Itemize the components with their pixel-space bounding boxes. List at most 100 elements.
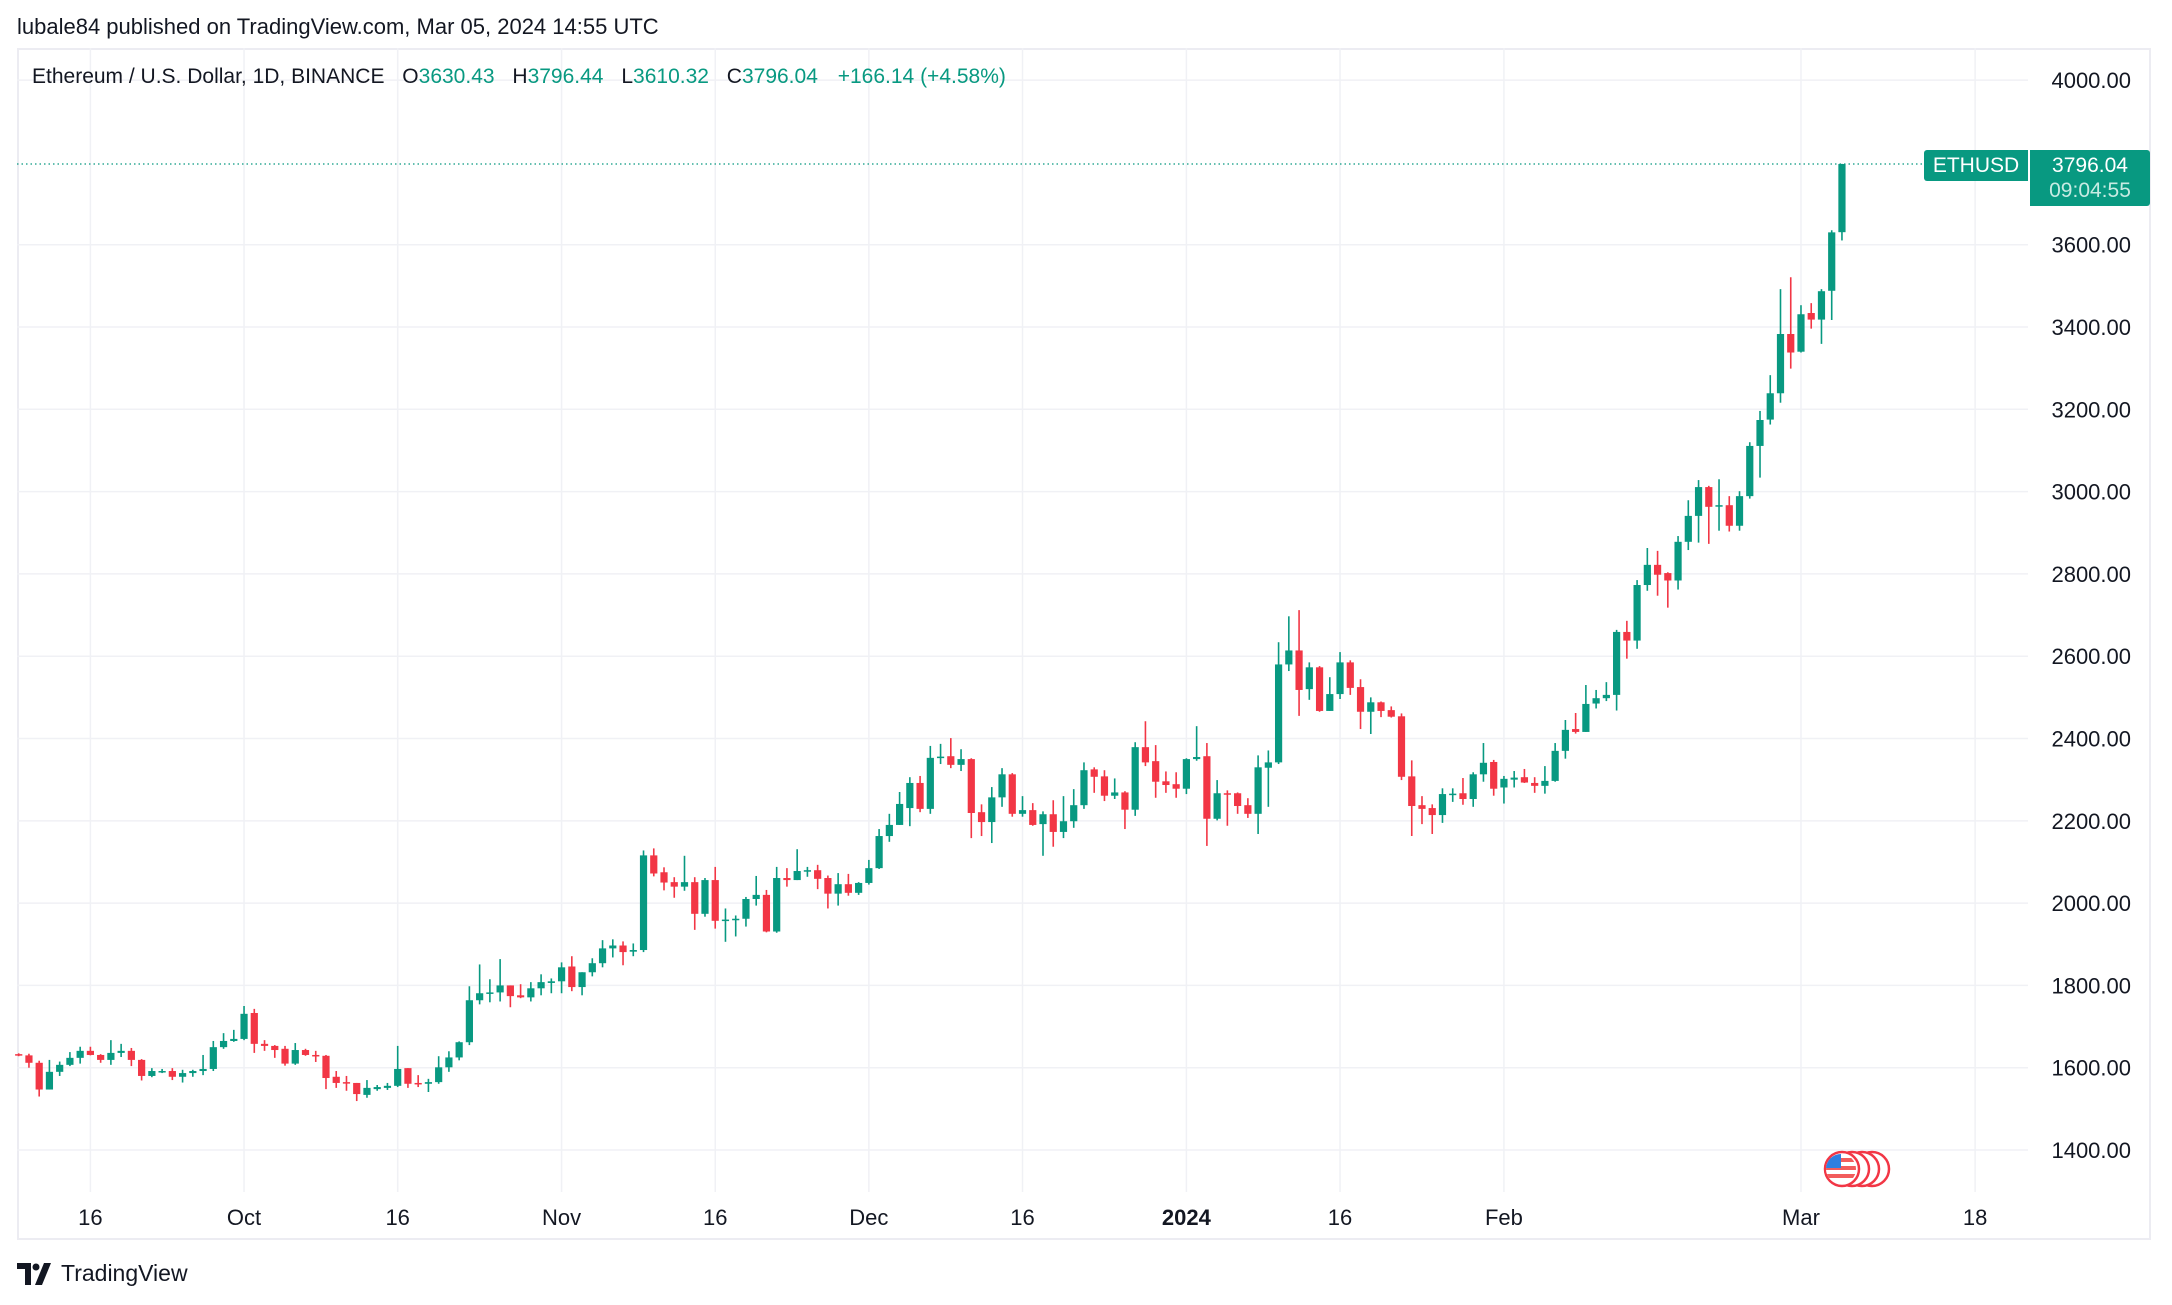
candle xyxy=(537,974,545,996)
candle xyxy=(711,866,719,929)
candle-body xyxy=(1459,793,1467,800)
us-flag-economic-events-icon[interactable] xyxy=(1822,1148,1894,1190)
candle xyxy=(1008,773,1016,817)
candle xyxy=(1633,580,1641,649)
candle xyxy=(1305,662,1313,700)
candle xyxy=(1756,410,1764,478)
candles xyxy=(15,163,1846,1102)
candle xyxy=(650,848,658,877)
candle xyxy=(465,986,473,1046)
candle xyxy=(148,1068,156,1078)
time-tick-label: 16 xyxy=(1010,1205,1034,1230)
candle-body xyxy=(691,882,699,914)
candle-body xyxy=(1725,505,1733,526)
price-tick-label: 1800.00 xyxy=(2051,973,2131,998)
candle xyxy=(1541,766,1549,794)
candle xyxy=(230,1029,238,1042)
candle-body xyxy=(732,918,740,921)
candle xyxy=(1817,289,1826,344)
close-value: 3796.04 xyxy=(741,65,818,88)
candle xyxy=(322,1054,330,1090)
candle-body xyxy=(1029,810,1037,825)
candle-body xyxy=(1172,784,1180,789)
candle xyxy=(394,1045,402,1088)
tradingview-brand[interactable]: TradingView xyxy=(17,1260,188,1287)
candle xyxy=(824,875,832,909)
candle-body xyxy=(670,882,678,887)
candle xyxy=(158,1068,166,1074)
candle-body xyxy=(650,855,658,874)
candle-body xyxy=(1643,564,1651,586)
candle xyxy=(701,878,709,917)
candle xyxy=(435,1056,443,1084)
candle xyxy=(240,1005,248,1041)
candle-body xyxy=(250,1012,258,1044)
candle xyxy=(773,866,781,933)
published-by-line: lubale84 published on TradingView.com, M… xyxy=(17,14,659,39)
candle-body xyxy=(1551,750,1559,781)
price-axis: 1400.00 1600.00 1800.00 2000.00 2200.00 2400.… xyxy=(2051,68,2131,1163)
candle-body xyxy=(1285,650,1293,665)
time-tick-label: Nov xyxy=(542,1205,581,1230)
candle xyxy=(1520,768,1529,783)
candle-body xyxy=(1387,710,1395,717)
candle xyxy=(1653,550,1662,596)
candle xyxy=(1694,480,1703,543)
candle-body xyxy=(1510,777,1518,780)
candle-body xyxy=(486,992,494,994)
symbol-legend: Ethereum / U.S. Dollar, 1D, BINANCE O363… xyxy=(32,65,1006,89)
candle xyxy=(1182,758,1191,795)
candle xyxy=(219,1033,228,1049)
candle xyxy=(588,958,596,977)
candle xyxy=(486,979,494,1003)
candle-body xyxy=(588,963,596,973)
candle-body xyxy=(1080,770,1088,806)
candle xyxy=(783,868,791,887)
candle-body xyxy=(1623,631,1631,641)
candle xyxy=(1244,798,1252,818)
candle xyxy=(1684,500,1692,551)
candle xyxy=(1152,745,1160,798)
time-tick-label: 16 xyxy=(78,1205,102,1230)
candle-body xyxy=(1295,650,1303,690)
candle xyxy=(1725,496,1733,532)
candle xyxy=(363,1080,371,1098)
candle xyxy=(1428,804,1436,834)
candle xyxy=(629,943,637,957)
candle-body xyxy=(1776,334,1785,394)
low-value: 3610.32 xyxy=(633,65,709,88)
price-tick-label: 3400.00 xyxy=(2051,315,2131,340)
time-tick-label: 2024 xyxy=(1162,1205,1212,1230)
candle-body xyxy=(1100,776,1109,796)
candle-body xyxy=(1223,793,1231,795)
candle xyxy=(1213,780,1221,821)
high-value: 3796.44 xyxy=(527,65,604,88)
candle-body xyxy=(1756,420,1764,446)
candle xyxy=(86,1046,95,1056)
candle xyxy=(1510,771,1518,788)
candle-body xyxy=(865,868,873,883)
candle-body xyxy=(1264,762,1272,768)
candle-body xyxy=(1787,334,1795,353)
time-tick-label: 16 xyxy=(385,1205,409,1230)
candle-body xyxy=(1418,805,1426,809)
candle-body xyxy=(353,1082,361,1095)
candle-body xyxy=(281,1048,289,1064)
open-label: O xyxy=(402,65,419,88)
candle xyxy=(844,873,852,896)
chart-frame xyxy=(17,48,2151,1240)
candle-body xyxy=(752,894,760,900)
candle xyxy=(1111,778,1119,800)
candle-body xyxy=(721,919,730,922)
candle xyxy=(742,896,750,927)
candle xyxy=(1367,697,1375,734)
candle xyxy=(138,1059,146,1081)
price-tick-label: 2800.00 xyxy=(2051,562,2131,587)
candle-body xyxy=(107,1052,115,1060)
candle xyxy=(619,941,627,966)
candle xyxy=(1797,305,1805,353)
candle-body xyxy=(906,782,914,809)
change-value: +166.14 (+4.58%) xyxy=(837,65,1006,88)
time-axis: 16 Oct 16 Nov 16 Dec 16 2024 16 Feb Mar 18 xyxy=(78,1205,1987,1230)
